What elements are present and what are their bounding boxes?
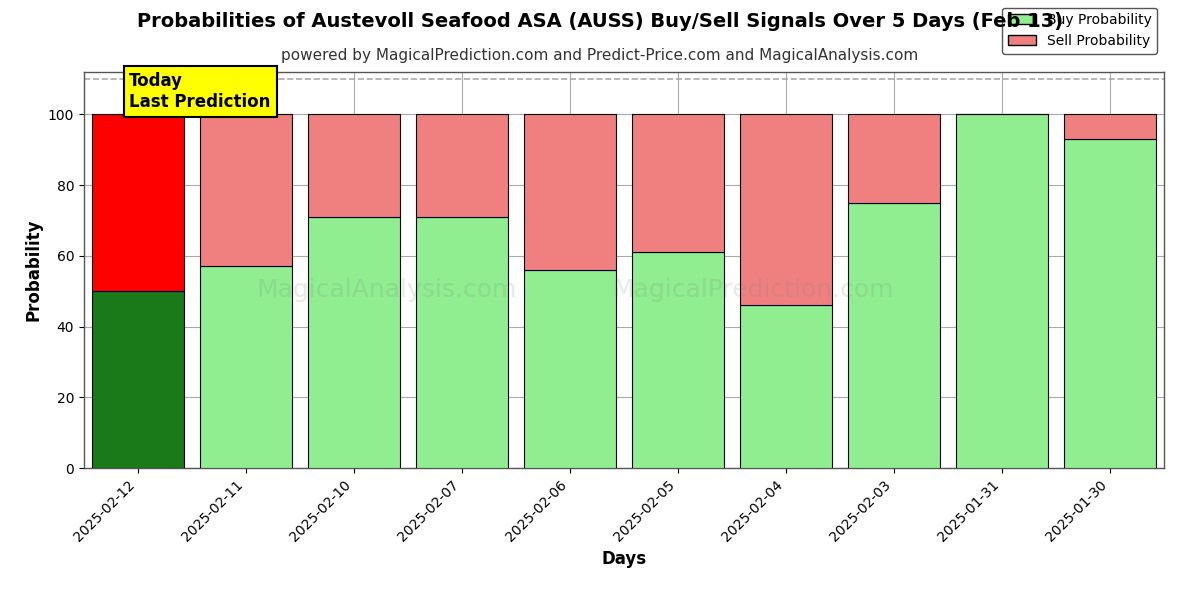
- Bar: [740, 305, 832, 468]
- Bar: [1064, 139, 1156, 468]
- Bar: [848, 115, 940, 203]
- Bar: [740, 115, 832, 305]
- Bar: [92, 115, 184, 291]
- Text: powered by MagicalPrediction.com and Predict-Price.com and MagicalAnalysis.com: powered by MagicalPrediction.com and Pre…: [281, 48, 919, 63]
- Bar: [632, 253, 724, 468]
- Bar: [200, 266, 292, 468]
- Bar: [308, 115, 400, 217]
- Bar: [1064, 115, 1156, 139]
- Bar: [200, 115, 292, 266]
- Bar: [416, 217, 508, 468]
- Bar: [632, 115, 724, 253]
- Bar: [92, 291, 184, 468]
- Bar: [308, 217, 400, 468]
- Bar: [416, 115, 508, 217]
- Y-axis label: Probability: Probability: [24, 219, 42, 321]
- Legend: Buy Probability, Sell Probability: Buy Probability, Sell Probability: [1002, 8, 1157, 54]
- Text: Probabilities of Austevoll Seafood ASA (AUSS) Buy/Sell Signals Over 5 Days (Feb : Probabilities of Austevoll Seafood ASA (…: [137, 12, 1063, 31]
- Text: MagicalAnalysis.com: MagicalAnalysis.com: [257, 278, 516, 302]
- Bar: [848, 203, 940, 468]
- Bar: [524, 115, 616, 270]
- Bar: [956, 115, 1048, 468]
- X-axis label: Days: Days: [601, 550, 647, 568]
- Text: MagicalPrediction.com: MagicalPrediction.com: [613, 278, 894, 302]
- Text: Today
Last Prediction: Today Last Prediction: [130, 72, 271, 111]
- Bar: [524, 270, 616, 468]
